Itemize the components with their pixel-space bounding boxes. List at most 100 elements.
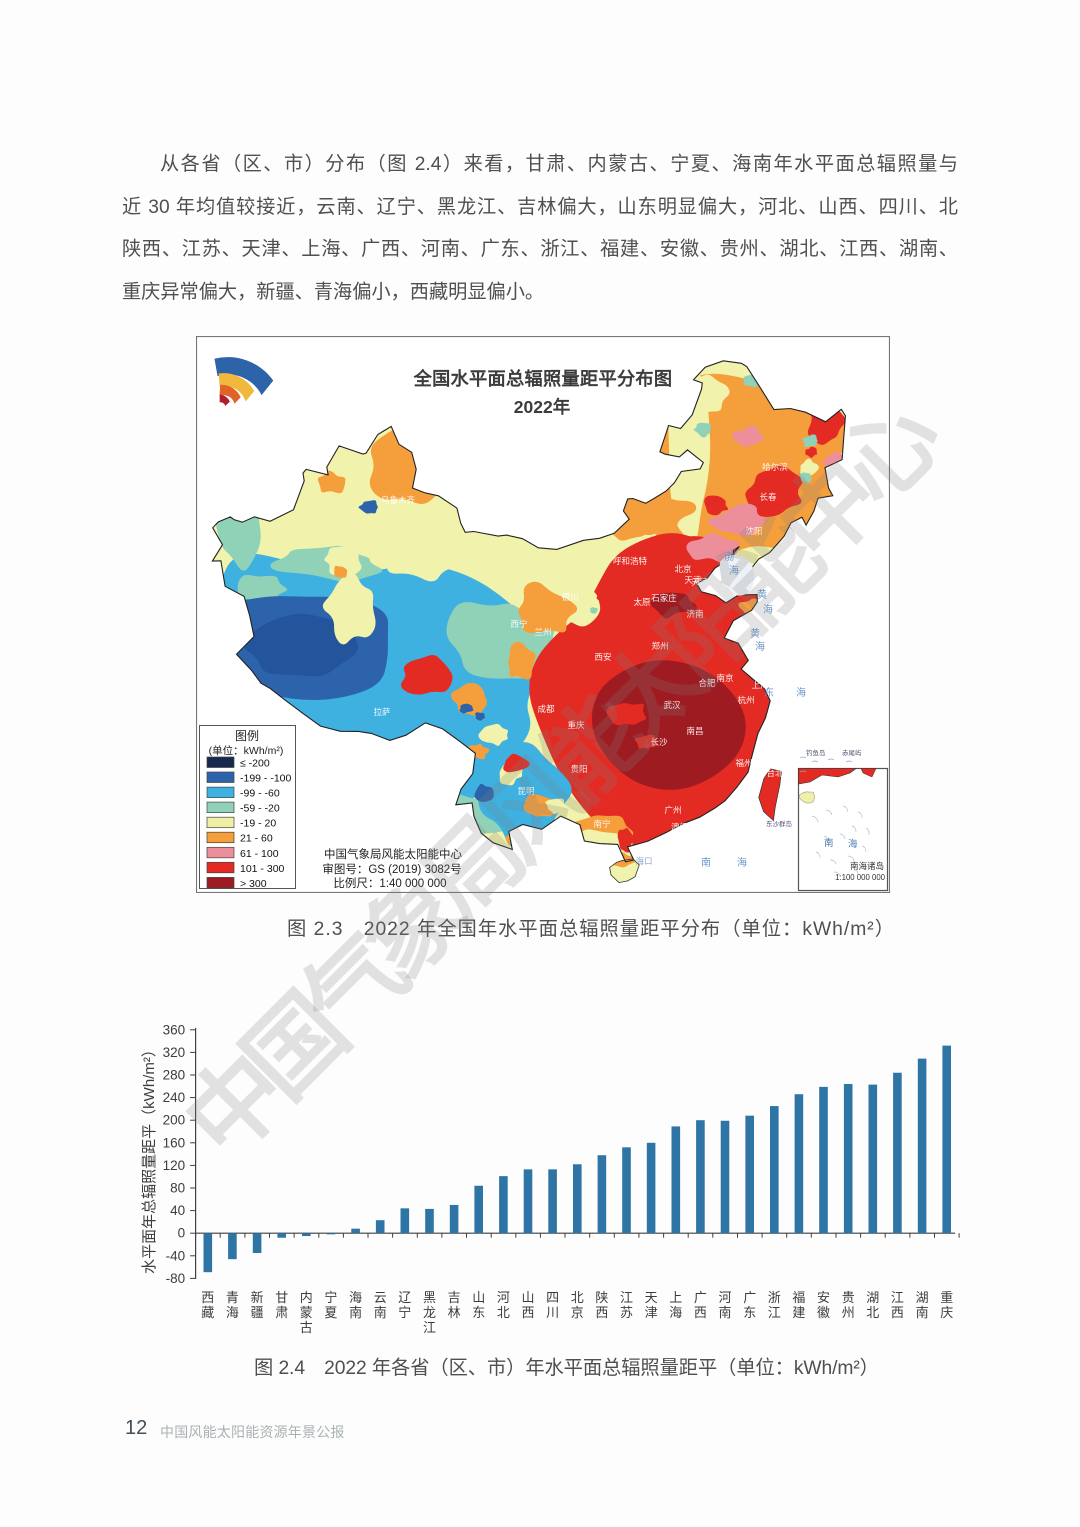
svg-text:2022年: 2022年 xyxy=(514,397,571,417)
svg-text:河北: 河北 xyxy=(497,1290,510,1320)
svg-text:比例尺：1:40 000 000: 比例尺：1:40 000 000 xyxy=(333,876,446,890)
svg-text:乌鲁木齐: 乌鲁木齐 xyxy=(381,495,416,505)
svg-text:银川: 银川 xyxy=(561,592,578,602)
svg-text:水平面年总辐照量距平（kWh/m²）: 水平面年总辐照量距平（kWh/m²） xyxy=(141,1042,158,1274)
svg-text:320: 320 xyxy=(163,1045,186,1060)
svg-text:海: 海 xyxy=(763,603,773,616)
svg-text:四川: 四川 xyxy=(546,1290,559,1320)
svg-text:合肥: 合肥 xyxy=(698,678,716,688)
svg-text:长沙: 长沙 xyxy=(650,737,668,747)
svg-text:太原: 太原 xyxy=(633,597,650,607)
svg-text:61 - 100: 61 - 100 xyxy=(240,848,279,860)
svg-text:湖南: 湖南 xyxy=(916,1290,929,1320)
svg-text:审图号：GS (2019) 3082号: 审图号：GS (2019) 3082号 xyxy=(322,862,461,876)
svg-text:山东: 山东 xyxy=(472,1290,485,1320)
svg-text:南宁: 南宁 xyxy=(593,819,610,829)
svg-text:北京: 北京 xyxy=(571,1290,584,1320)
svg-text:澳门香港: 澳门香港 xyxy=(671,822,706,832)
svg-text:黑龙江: 黑龙江 xyxy=(423,1290,436,1335)
svg-text:杭州: 杭州 xyxy=(737,695,754,705)
svg-text:福州: 福州 xyxy=(735,758,752,768)
svg-text:吉林: 吉林 xyxy=(448,1290,461,1320)
svg-text:湖北: 湖北 xyxy=(866,1290,879,1320)
svg-text:南京: 南京 xyxy=(716,673,733,683)
svg-text:21 - 60: 21 - 60 xyxy=(240,833,273,845)
svg-text:240: 240 xyxy=(163,1090,186,1105)
svg-text:南昌: 南昌 xyxy=(686,726,703,736)
svg-text:拉萨: 拉萨 xyxy=(373,707,391,717)
svg-text:海口: 海口 xyxy=(635,856,652,866)
svg-text:上海: 上海 xyxy=(751,680,769,690)
svg-text:南: 南 xyxy=(701,856,711,869)
svg-text:成都: 成都 xyxy=(537,704,555,714)
svg-text:武汉: 武汉 xyxy=(663,700,681,710)
svg-text:陕西: 陕西 xyxy=(595,1290,608,1320)
svg-text:呼和浩特: 呼和浩特 xyxy=(613,556,648,566)
svg-text:东沙群岛: 东沙群岛 xyxy=(766,819,792,828)
svg-text:石家庄: 石家庄 xyxy=(651,593,677,603)
svg-text:哈尔滨: 哈尔滨 xyxy=(762,462,788,472)
svg-text:360: 360 xyxy=(163,1022,186,1037)
svg-text:内蒙古: 内蒙古 xyxy=(300,1290,313,1335)
svg-text:天津: 天津 xyxy=(645,1290,658,1320)
svg-text:台北: 台北 xyxy=(766,768,784,778)
svg-text:昆明: 昆明 xyxy=(517,786,534,796)
svg-text:海: 海 xyxy=(729,564,739,577)
svg-text:-99 - -60: -99 - -60 xyxy=(240,788,280,800)
svg-text:天津: 天津 xyxy=(691,577,709,587)
svg-text:黄: 黄 xyxy=(750,627,760,640)
svg-text:1:100 000 000: 1:100 000 000 xyxy=(835,873,886,882)
svg-text:全国水平面总辐照量距平分布图: 全国水平面总辐照量距平分布图 xyxy=(413,368,673,389)
svg-text:101 - 300: 101 - 300 xyxy=(240,863,285,875)
svg-text:沈阳: 沈阳 xyxy=(745,526,762,536)
svg-text:> 300: > 300 xyxy=(240,878,267,890)
svg-text:-59 - -20: -59 - -20 xyxy=(240,803,280,815)
svg-text:西藏: 西藏 xyxy=(201,1290,214,1320)
svg-text:东: 东 xyxy=(764,686,774,699)
svg-text:南: 南 xyxy=(824,837,834,849)
svg-text:西宁: 西宁 xyxy=(510,619,527,629)
svg-text:广西: 广西 xyxy=(694,1290,707,1320)
svg-text:广州: 广州 xyxy=(664,805,681,815)
svg-text:海: 海 xyxy=(796,686,806,699)
svg-text:重庆: 重庆 xyxy=(940,1290,953,1320)
svg-text:辽宁: 辽宁 xyxy=(398,1290,411,1320)
svg-text:福建: 福建 xyxy=(792,1290,805,1320)
svg-text:天津: 天津 xyxy=(684,575,702,585)
svg-text:海: 海 xyxy=(737,856,747,869)
svg-text:-19 - 20: -19 - 20 xyxy=(240,818,276,830)
svg-text:280: 280 xyxy=(163,1068,186,1083)
svg-text:0: 0 xyxy=(178,1226,186,1241)
svg-text:郑州: 郑州 xyxy=(651,641,668,651)
svg-text:海南: 海南 xyxy=(349,1290,362,1320)
svg-text:-40: -40 xyxy=(166,1248,186,1263)
svg-text:济南: 济南 xyxy=(686,609,703,619)
svg-text:青海: 青海 xyxy=(226,1290,239,1320)
svg-text:(单位：kWh/m²): (单位：kWh/m²) xyxy=(209,744,284,757)
svg-text:中国气象局风能太阳能中心: 中国气象局风能太阳能中心 xyxy=(324,847,462,861)
svg-text:浙江: 浙江 xyxy=(768,1290,781,1320)
svg-text:广东: 广东 xyxy=(743,1290,756,1320)
svg-text:≤ -200: ≤ -200 xyxy=(240,758,270,770)
svg-text:甘肃: 甘肃 xyxy=(275,1290,288,1320)
svg-text:120: 120 xyxy=(163,1158,186,1173)
svg-text:云南: 云南 xyxy=(374,1290,387,1320)
svg-text:钓鱼岛: 钓鱼岛 xyxy=(806,748,826,757)
svg-text:40: 40 xyxy=(170,1203,185,1218)
svg-text:黄: 黄 xyxy=(757,588,767,601)
svg-text:江苏: 江苏 xyxy=(620,1290,633,1320)
svg-text:200: 200 xyxy=(163,1113,186,1128)
svg-text:渤: 渤 xyxy=(724,550,734,563)
svg-text:图例: 图例 xyxy=(235,729,259,743)
svg-text:160: 160 xyxy=(163,1135,186,1150)
svg-text:-199 - -100: -199 - -100 xyxy=(240,773,292,785)
svg-text:西安: 西安 xyxy=(594,652,611,662)
svg-text:海: 海 xyxy=(848,838,858,850)
svg-text:-80: -80 xyxy=(166,1271,186,1286)
svg-text:80: 80 xyxy=(170,1181,185,1196)
svg-text:宁夏: 宁夏 xyxy=(324,1290,337,1320)
svg-text:海: 海 xyxy=(755,640,765,653)
svg-text:河南: 河南 xyxy=(718,1290,731,1320)
svg-text:南海诸岛: 南海诸岛 xyxy=(850,861,884,871)
svg-text:山西: 山西 xyxy=(521,1290,534,1320)
